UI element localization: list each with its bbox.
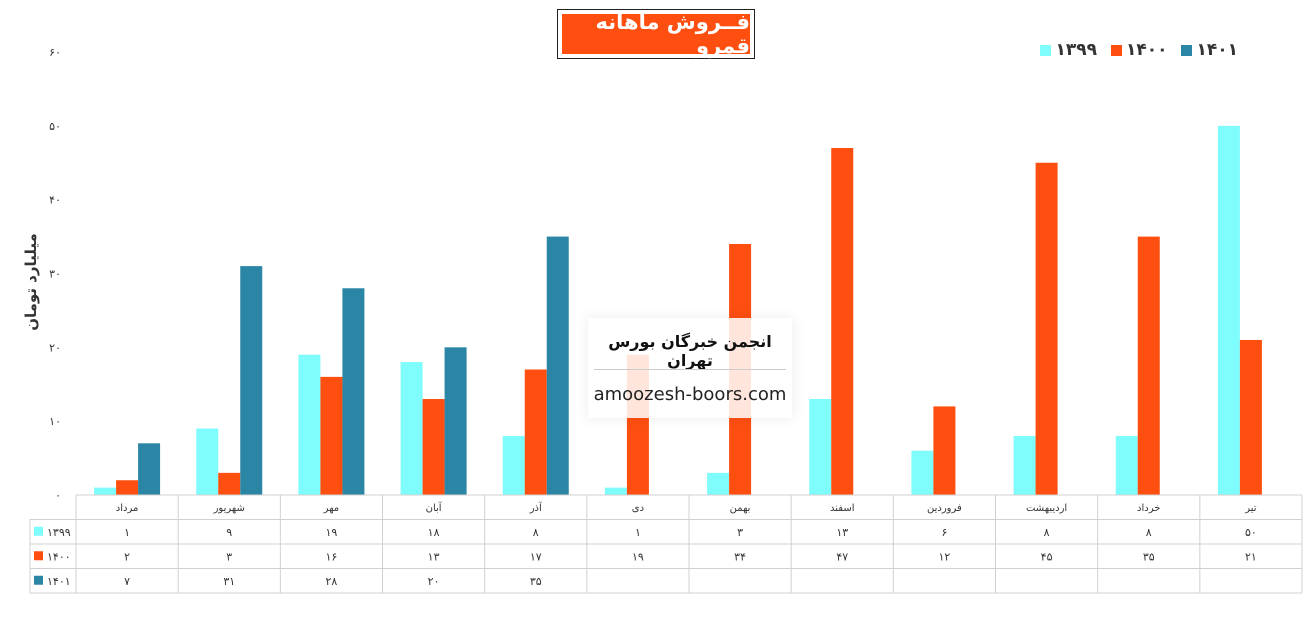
table-cell-value: ۷: [124, 575, 130, 588]
table-cell-value: ۱: [635, 526, 641, 539]
table-cell-value: ۱: [124, 526, 130, 539]
category-label: اردیبهشت: [1026, 503, 1067, 514]
table-series-name: ۱۴۰۰: [47, 550, 71, 563]
bar-2-10: [1035, 162, 1058, 495]
legend: ۱۳۹۹ ۱۴۰۰ ۱۴۰۱: [1040, 40, 1238, 60]
category-label: شهریور: [213, 503, 245, 514]
bar-1-10: [1013, 435, 1036, 495]
bar-3-5: [546, 236, 569, 496]
y-tick-label: ۰: [55, 489, 61, 502]
table-cell-value: ۱۳: [428, 550, 440, 563]
table-cell-value: ۴۵: [1041, 550, 1053, 563]
bar-2-3: [320, 376, 343, 495]
table-cell-value: ۳: [226, 550, 232, 563]
watermark-divider: [594, 369, 786, 370]
bar-3-3: [342, 288, 365, 495]
table-cell-value: ۱۸: [428, 526, 440, 539]
table-cell-value: ۱۳: [836, 526, 848, 539]
bar-3-1: [138, 443, 161, 495]
table-series-name: ۱۴۰۱: [47, 575, 71, 588]
y-tick-label: ۲۰: [49, 341, 61, 354]
legend-swatch: [1181, 44, 1193, 56]
legend-label: ۱۴۰۱: [1196, 40, 1238, 60]
table-cell-value: ۱۷: [530, 550, 542, 563]
category-label: آذر: [529, 501, 543, 514]
table-cell-value: ۲۰: [428, 575, 440, 588]
category-label: مرداد: [116, 503, 139, 514]
bar-2-11: [1137, 236, 1160, 496]
category-label: بهمن: [730, 503, 751, 514]
bar-1-1: [94, 487, 117, 495]
legend-item-3: ۱۴۰۱: [1181, 40, 1238, 60]
table-cell-value: ۸: [1044, 526, 1050, 539]
bar-2-9: [933, 406, 956, 495]
table-series-name: ۱۳۹۹: [47, 526, 71, 539]
y-axis-title: میلیارد تومان: [22, 233, 40, 331]
table-cell-value: ۱۲: [939, 550, 951, 563]
legend-label: ۱۳۹۹: [1055, 40, 1097, 60]
category-label: تیر: [1244, 503, 1257, 514]
table-cell-value: ۴۷: [836, 550, 848, 563]
table-cell-value: ۲: [124, 550, 130, 563]
table-cell-value: ۳: [737, 526, 743, 539]
category-label: فروردین: [927, 503, 962, 514]
watermark-title: انجمن خبرگان بورس تهران: [608, 332, 772, 370]
bar-1-7: [707, 472, 730, 495]
bar-2-8: [831, 147, 854, 495]
legend-label: ۱۴۰۰: [1125, 40, 1168, 60]
category-label: آبان: [426, 501, 443, 514]
table-cell-value: ۸: [533, 526, 539, 539]
bar-1-11: [1115, 435, 1138, 495]
legend-swatch: [1040, 44, 1052, 56]
table-legend-swatch: [34, 575, 43, 585]
table-cell-value: ۸: [1146, 526, 1152, 539]
bar-3-2: [240, 266, 263, 495]
chart-title-box: فــروش ماهانه قمرو: [557, 9, 755, 59]
legend-item-2: ۱۴۰۰: [1110, 40, 1168, 60]
category-label: مهر: [323, 503, 339, 514]
table-legend-swatch: [34, 551, 43, 561]
table-cell-value: ۲۱: [1245, 550, 1257, 563]
bar-1-12: [1217, 125, 1240, 495]
bar-1-3: [298, 354, 321, 495]
y-tick-label: ۵۰: [49, 120, 61, 133]
table-cell-value: ۵۰: [1245, 526, 1257, 539]
y-tick-label: ۱۰: [49, 415, 61, 428]
table-cell-value: ۳۴: [734, 550, 746, 563]
table-legend-swatch: [34, 526, 43, 536]
table-cell-value: ۱۹: [632, 550, 644, 563]
table-cell-value: ۳۵: [530, 575, 542, 588]
table-cell-value: ۱۶: [326, 550, 338, 563]
table-cell-value: ۲۸: [326, 575, 338, 588]
y-tick-label: ۴۰: [49, 194, 61, 207]
watermark: انجمن خبرگان بورس تهران amoozesh-boors.c…: [588, 318, 792, 418]
bar-1-8: [809, 399, 832, 495]
bar-2-2: [218, 472, 241, 495]
y-tick-label: ۳۰: [49, 268, 61, 281]
bar-1-4: [400, 362, 423, 495]
bar-2-1: [116, 480, 139, 495]
category-label: دی: [632, 503, 644, 514]
bar-3-4: [444, 347, 467, 495]
table-cell-value: ۳۵: [1143, 550, 1155, 563]
bar-2-12: [1239, 339, 1262, 495]
legend-swatch: [1110, 44, 1122, 56]
bar-2-5: [524, 369, 547, 495]
watermark-url: amoozesh-boors.com: [593, 384, 787, 405]
bar-1-9: [911, 450, 934, 495]
table-cell-value: ۹: [226, 526, 232, 539]
table-cell-value: ۳۱: [223, 575, 235, 588]
table-cell-value: ۶: [941, 526, 947, 539]
category-label: خرداد: [1137, 503, 1160, 514]
bar-1-5: [502, 435, 525, 495]
category-label: اسفند: [830, 503, 854, 514]
legend-item-1: ۱۳۹۹: [1040, 40, 1097, 60]
bar-1-2: [196, 428, 219, 495]
bar-1-6: [604, 487, 627, 495]
table-cell-value: ۱۹: [326, 526, 338, 539]
bar-2-4: [422, 399, 445, 495]
y-tick-label: ۶۰: [49, 46, 61, 59]
